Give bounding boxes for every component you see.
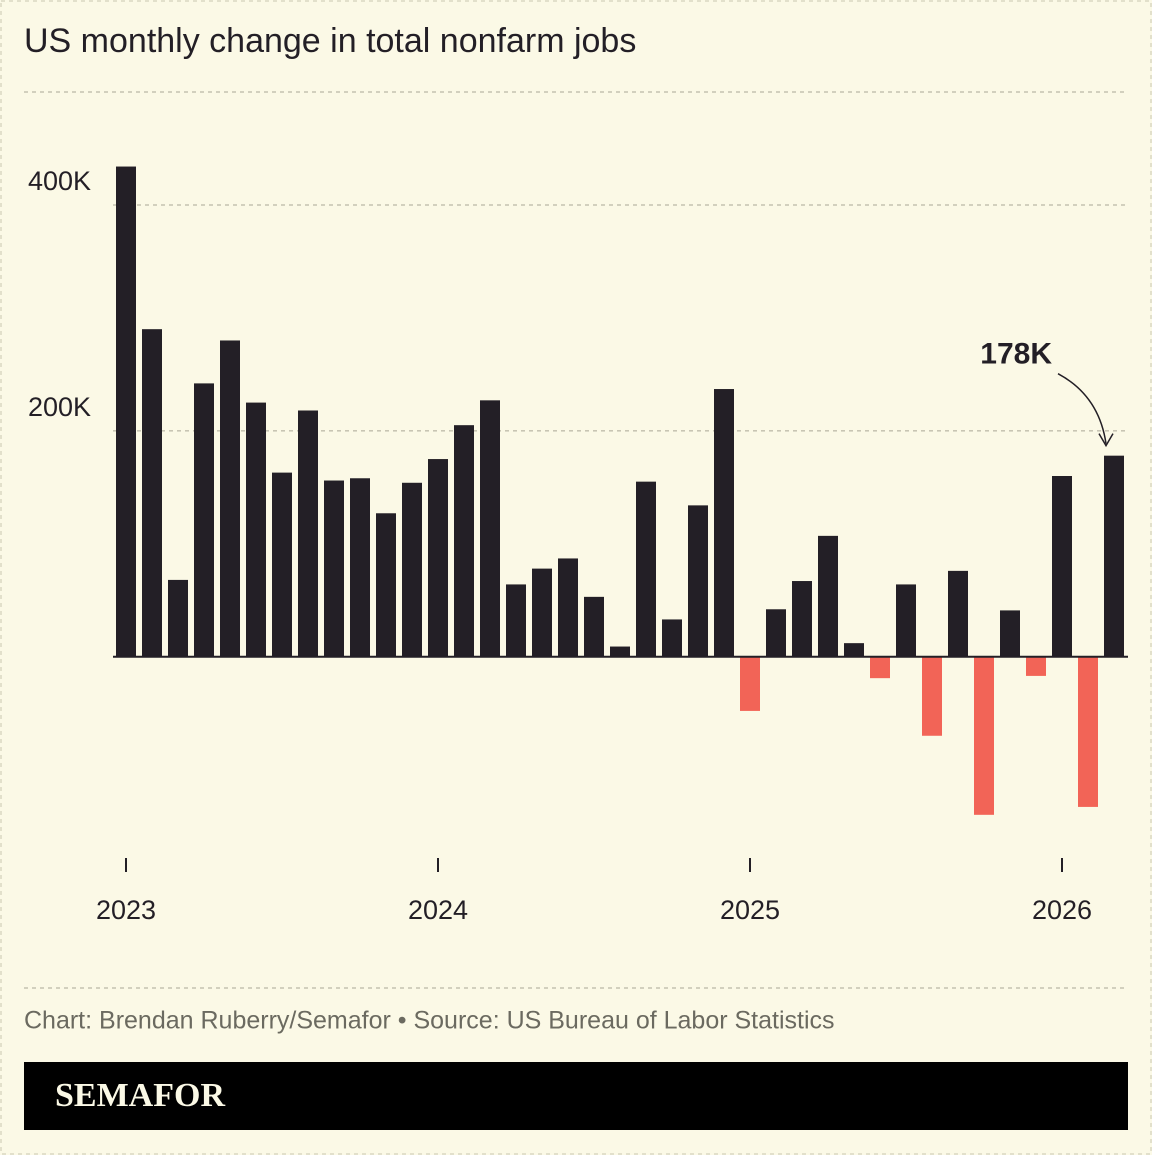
bar (272, 472, 292, 657)
bar (1052, 476, 1072, 657)
bar (610, 646, 630, 657)
bar (1104, 455, 1124, 657)
bar (480, 400, 500, 657)
x-tick-label: 2023 (96, 895, 156, 925)
bar (948, 570, 968, 657)
bar (506, 584, 526, 657)
bar (714, 389, 734, 657)
bar (532, 568, 552, 657)
bar (298, 410, 318, 657)
bar (1078, 656, 1098, 807)
annotation: 178K (980, 338, 1052, 371)
bar (792, 581, 812, 657)
bar (350, 478, 370, 657)
bar (844, 643, 864, 657)
bar (662, 619, 682, 657)
chart-title: US monthly change in total nonfarm jobs (24, 22, 636, 60)
x-tick-label: 2025 (720, 895, 780, 925)
bar (870, 656, 890, 679)
bar (818, 535, 838, 657)
y-tick-label: 400K (28, 166, 91, 196)
annotation-arrow (1057, 373, 1107, 444)
bar (974, 656, 994, 815)
brand-bar (24, 1062, 1128, 1130)
y-tick-label: 200K (28, 392, 91, 422)
bar (922, 656, 942, 736)
brand: SEMAFOR (55, 1077, 225, 1114)
x-tick-label: 2024 (408, 895, 468, 925)
x-tick-label: 2026 (1032, 895, 1092, 925)
bar (766, 609, 786, 657)
bar (142, 329, 162, 657)
bar (324, 480, 344, 657)
bar (740, 656, 760, 711)
bar (402, 482, 422, 657)
bar (194, 383, 214, 657)
annotation-arrowhead (1098, 433, 1114, 448)
bar (636, 481, 656, 657)
bar (246, 402, 266, 657)
bar (220, 340, 240, 657)
bar (376, 513, 396, 657)
bar (896, 584, 916, 657)
bar (116, 166, 136, 657)
bar (454, 425, 474, 657)
bar (168, 579, 188, 657)
bar (1000, 610, 1020, 657)
bar (688, 505, 708, 657)
bar (558, 558, 578, 657)
bar (584, 596, 604, 657)
bar (428, 459, 448, 657)
bar (1026, 656, 1046, 676)
plot: 200K 400K 2023 2024 2025 2026 178K (28, 166, 1128, 925)
source: Chart: Brendan Ruberry/Semafor • Source:… (24, 1007, 835, 1035)
